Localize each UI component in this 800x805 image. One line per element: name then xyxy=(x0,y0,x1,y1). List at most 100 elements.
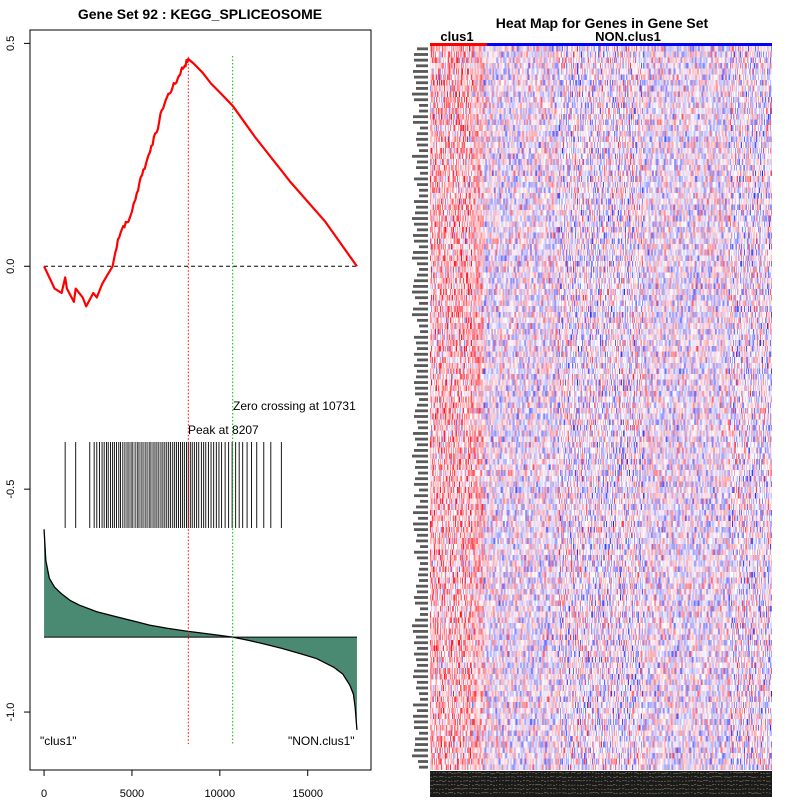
gene-label xyxy=(412,454,428,458)
gene-label xyxy=(417,273,428,277)
x-axis-tick-label: 5000 xyxy=(120,788,144,800)
gene-label xyxy=(412,313,428,317)
zero-crossing-label: Zero crossing at 10731 xyxy=(233,399,356,413)
gene-label xyxy=(412,154,428,158)
gene-label xyxy=(414,279,428,283)
gene-label xyxy=(416,166,428,170)
gene-label xyxy=(415,743,428,746)
ranked-metric-area xyxy=(44,529,357,730)
hit-markers-layer xyxy=(64,442,282,528)
gene-label xyxy=(414,239,428,243)
gene-label xyxy=(414,528,428,532)
gene-label xyxy=(420,607,428,611)
gene-label xyxy=(419,324,428,328)
gene-label xyxy=(416,584,428,588)
heatmap-cells xyxy=(430,46,772,770)
gene-label xyxy=(417,403,428,407)
gene-label xyxy=(413,511,428,515)
y-axis-tick-label: -1.0 xyxy=(5,703,17,722)
es-curve-layer xyxy=(43,57,358,308)
heatmap-matrix xyxy=(430,46,772,770)
gene-label xyxy=(414,352,428,356)
gene-label xyxy=(419,301,428,305)
right-class-label: "NON.clus1" xyxy=(288,734,355,748)
gene-label xyxy=(417,369,428,373)
gene-label xyxy=(414,98,428,102)
sample-label-row xyxy=(429,775,771,779)
gene-label xyxy=(412,217,428,220)
gene-label xyxy=(419,765,428,769)
gene-label xyxy=(417,590,428,594)
gene-label xyxy=(418,426,428,430)
gene-label xyxy=(413,432,428,435)
gene-label xyxy=(420,545,428,548)
sample-label-row xyxy=(429,787,771,791)
gene-label xyxy=(413,522,428,526)
gene-label xyxy=(416,137,428,141)
gene-label xyxy=(415,618,428,622)
gene-label xyxy=(414,494,428,498)
gene-label xyxy=(416,658,428,662)
gene-label xyxy=(413,630,428,633)
gene-label xyxy=(418,760,428,763)
heatmap-gene-labels xyxy=(412,47,428,769)
gene-label xyxy=(415,409,428,413)
gene-label xyxy=(417,420,428,424)
enrichment-plot-title: Gene Set 92 : KEGG_SPLICEOSOME xyxy=(78,6,322,22)
gene-label xyxy=(419,103,428,107)
gene-label xyxy=(415,392,428,396)
gene-label xyxy=(414,748,428,752)
gene-label xyxy=(413,284,428,288)
sample-label-strip xyxy=(430,771,772,797)
gene-label xyxy=(415,437,428,441)
gene-label xyxy=(417,443,428,447)
gene-label xyxy=(415,477,428,481)
gene-label xyxy=(419,692,428,696)
gene-label xyxy=(420,126,428,130)
left-class-label: "clus1" xyxy=(40,734,77,748)
gene-label xyxy=(418,516,428,520)
gene-label xyxy=(414,335,428,339)
gene-label xyxy=(419,188,428,192)
gene-label xyxy=(415,211,428,215)
gene-label xyxy=(416,460,428,464)
gene-label xyxy=(413,703,428,707)
gene-label xyxy=(413,234,428,237)
y-axis-tick-label: -0.5 xyxy=(5,480,17,499)
gene-label xyxy=(413,115,428,119)
gene-label xyxy=(416,341,428,345)
y-axis-tick-label: 0.5 xyxy=(5,36,17,51)
gene-label xyxy=(412,92,428,96)
sample-label-row xyxy=(429,783,771,787)
gene-label xyxy=(414,58,428,62)
peak-label: Peak at 8207 xyxy=(188,423,259,437)
gene-label xyxy=(412,256,428,260)
gene-label xyxy=(417,228,428,232)
heatmap-panel: Heat Map for Genes in Gene Set clus1 NON… xyxy=(412,15,772,797)
gene-label xyxy=(412,754,428,758)
gene-label xyxy=(417,646,428,650)
gene-label xyxy=(416,635,428,639)
ranked-metric-layer xyxy=(43,529,358,730)
gene-label xyxy=(417,132,428,136)
axes-layer: 0 5000 10000 15000 -1.0 -0.5 0.0 0.5 xyxy=(5,36,323,800)
gene-label xyxy=(415,465,428,469)
gene-label xyxy=(414,720,428,724)
gene-label xyxy=(417,183,428,186)
enrichment-plot: Gene Set 92 : KEGG_SPLICEOSOME 0 5000 1000… xyxy=(5,6,372,800)
gene-label xyxy=(417,160,428,164)
gene-label xyxy=(419,567,428,571)
gene-label xyxy=(419,488,428,492)
gene-label xyxy=(412,290,428,294)
gene-label xyxy=(420,613,428,616)
gene-label xyxy=(420,171,428,175)
gene-label xyxy=(417,358,428,362)
gene-label xyxy=(419,194,428,198)
gene-label xyxy=(414,726,428,729)
gene-label xyxy=(413,675,428,679)
gene-label xyxy=(419,268,428,271)
gene-label xyxy=(419,731,428,735)
gene-label xyxy=(417,709,428,713)
